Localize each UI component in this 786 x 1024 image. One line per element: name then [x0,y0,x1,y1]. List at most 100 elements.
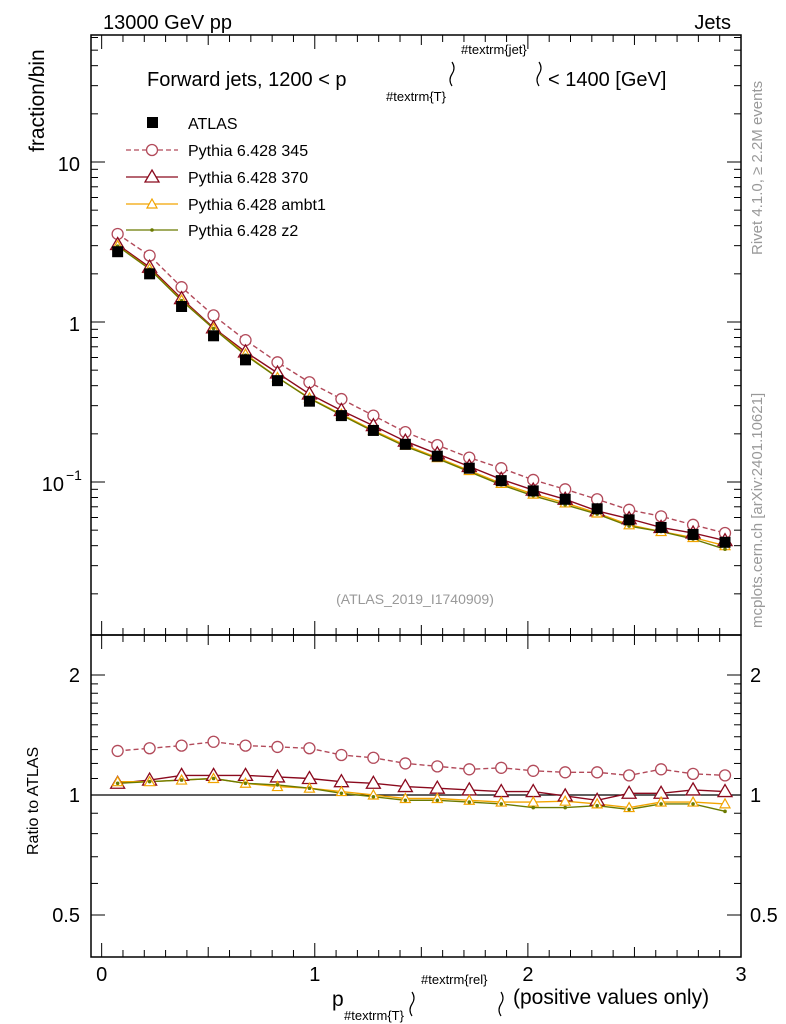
legend-label-370: Pythia 6.428 370 [188,170,308,187]
legend-marker-370 [143,168,161,183]
ratio-point-0 [718,769,732,782]
ratio-point-2 [623,801,636,813]
main-atlas-point [463,462,475,474]
ratio-plot-frame [90,634,742,958]
ratio-point-1 [716,783,734,798]
legend-label-atlas: ATLAS [188,116,238,133]
ratio-point-2 [399,792,412,804]
xlabel-brace-1 [409,991,415,1017]
main-point-4 [723,547,727,552]
main-axis-ticks [91,35,742,635]
main-atlas-point [527,485,539,497]
chart-title-main: Forward jets, 1200 < p [147,69,347,91]
ratio-point-3 [627,807,631,812]
mcplots-label: mcplots.cern.ch [arXiv:2401.10621] [749,393,766,628]
ratio-point-0 [303,742,316,755]
ratio-point-0 [335,748,348,762]
ratio-point-1 [365,774,382,789]
main-atlas-point [240,354,252,366]
main-series-line-2 [117,243,726,542]
main-atlas-point [495,475,507,487]
ratio-series-line-0 [117,741,726,777]
main-atlas-point [591,503,603,515]
legend: ATLAS Pythia 6.428 345 Pythia 6.428 370 … [126,116,326,240]
ratio-point-0 [527,764,540,777]
ratio-point-0 [559,766,572,779]
ratio-point-1 [301,770,318,785]
ratio-axis-ticks [91,635,742,957]
energy-label: 13000 GeV pp [103,12,232,34]
ratio-point-1 [684,781,702,796]
ratio-point-3 [179,778,184,782]
ratio-point-2 [367,788,380,800]
ratio-point-3 [307,786,312,791]
ratio-point-3 [275,783,280,787]
main-atlas-point [303,395,315,407]
ratio-point-1 [493,783,510,798]
ratio-ytick-label-left: 1 [69,785,80,807]
ratio-point-2 [335,785,348,797]
ratio-point-0 [590,766,604,779]
ratio-point-0 [175,739,188,752]
main-atlas-point [655,521,667,533]
main-atlas-point [719,536,731,548]
ratio-series-group [109,735,734,814]
ratio-point-0 [622,769,636,782]
ratio-ytick-label-left: 2 [69,665,80,687]
main-atlas-point [335,410,347,422]
main-point-4 [211,326,216,331]
xlabel-superscript: #textrm{rel} [421,972,488,987]
xtick-label: 2 [522,964,533,986]
ratio-point-3 [499,802,504,806]
ratio-point-1 [620,784,638,799]
ratio-point-0 [111,744,124,758]
ratio-point-3 [563,805,567,810]
ratio-point-3 [723,809,727,814]
ratio-point-3 [691,802,695,806]
ratio-point-2 [559,794,572,806]
ratio-point-2 [111,775,124,787]
ratio-point-3 [435,798,440,803]
ratio-point-3 [243,781,248,786]
main-atlas-point [559,493,571,505]
ratio-point-3 [371,794,376,799]
ratio-point-0 [271,740,284,754]
legend-marker-345 [145,143,159,157]
ratio-point-0 [367,751,380,764]
ratio-point-3 [147,779,152,784]
ratio-tick-labels: 0.5 0.5 1 1 2 2 0 1 2 3 [52,665,778,986]
ratio-point-3 [595,803,599,808]
chart-title-superscript: #textrm{jet} [461,42,527,57]
rivet-version-label: Rivet 4.1.0, ≥ 2.2M events [749,81,766,255]
legend-label-345: Pythia 6.428 345 [188,143,308,160]
main-point-1 [207,309,220,322]
ratio-point-3 [211,776,216,781]
ratio-point-0 [654,763,668,776]
ratio-point-0 [431,760,444,773]
ratio-point-0 [239,739,252,752]
main-atlas-point [431,450,443,462]
main-ylabel: fraction/bin [26,49,49,152]
ratio-point-0 [207,735,220,748]
legend-marker-ambt1 [145,197,159,209]
ratio-point-3 [339,791,344,796]
analysis-watermark: (ATLAS_2019_I1740909) [336,591,494,607]
ratio-ytick-label-right: 0.5 [750,905,778,927]
ratio-point-2 [463,794,476,805]
main-ytick-label-1: 1 [69,314,80,336]
main-series-group [109,227,734,552]
main-series-line-1 [117,233,726,534]
main-atlas-point [176,300,188,312]
legend-label-ambt1: Pythia 6.428 ambt1 [188,197,326,214]
chart-title-subscript: #textrm{T} [386,89,447,104]
ratio-point-0 [399,757,412,770]
chart-title-end: < 1400 [GeV] [548,69,666,91]
ratio-point-2 [687,795,700,807]
main-atlas-point [367,424,379,436]
ratio-point-3 [403,798,408,803]
xtick-label: 1 [309,964,320,986]
ratio-point-2 [718,797,732,809]
xlabel-p: p [332,988,344,1011]
xlabel-subscript: #textrm{T} [344,1008,405,1023]
main-atlas-point [687,528,699,540]
